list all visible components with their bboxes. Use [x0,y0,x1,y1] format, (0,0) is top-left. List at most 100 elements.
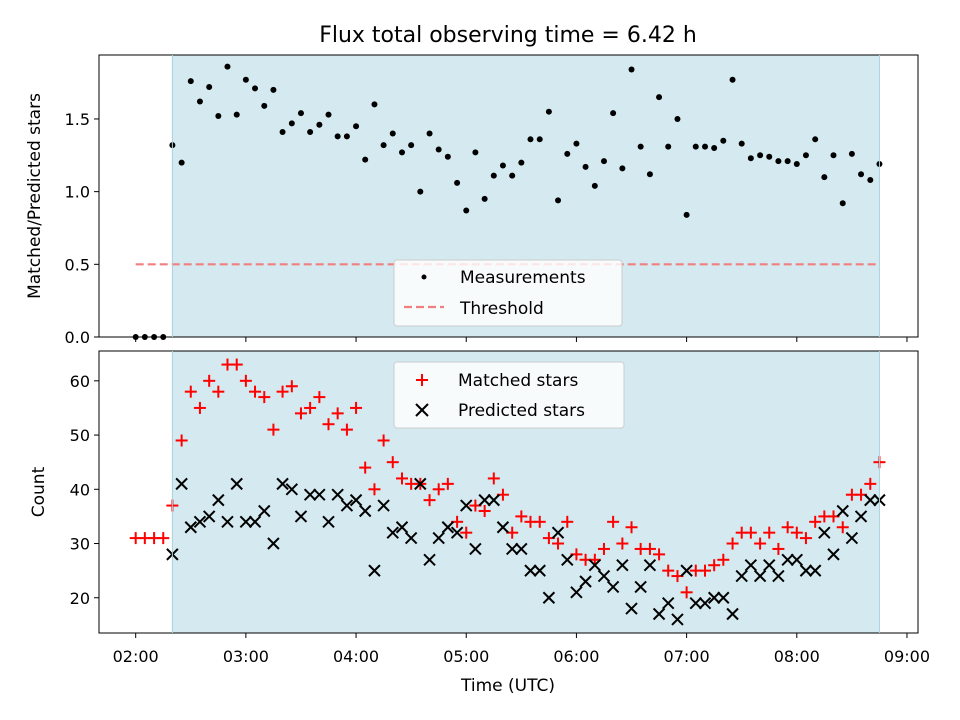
measurement-point [444,153,451,160]
matched-stars-point [662,564,675,577]
measurement-point [848,150,855,157]
predicted-stars-point [808,564,822,577]
measurement-point [812,136,819,143]
matched-stars-point [230,358,243,371]
matched-stars-point [754,537,767,550]
matched-stars-point [184,385,197,398]
x-tick-label: 03:00 [223,647,269,666]
matched-stars-point [331,407,344,420]
matched-stars-point [441,477,454,490]
predicted-stars-point [570,586,583,599]
legend-matched-marker [416,374,428,386]
legend-predicted-marker [415,403,429,417]
predicted-stars-point [845,531,859,545]
measurement-point [729,76,736,83]
top-legend: Measurements Threshold [393,259,623,327]
matched-stars-point [432,483,445,496]
measurement-point [646,171,653,178]
predicted-stars-point [744,559,758,572]
measurement-point [591,182,598,189]
matched-stars-point [396,472,409,485]
matched-stars-point [239,374,252,387]
y-tick-label: 40 [70,480,90,499]
y-tick-label: 20 [70,589,90,608]
measurement-point [757,152,764,159]
predicted-stars-point [854,510,868,523]
matched-stars-point [864,477,877,490]
matched-stars-point [552,537,565,550]
predicted-stars-point [799,564,813,577]
predicted-stars-point [202,510,216,523]
measurement-point [527,136,534,143]
matched-stars-point [763,526,776,539]
matched-stars-point [607,515,620,528]
x-tick-label: 05:00 [443,647,489,666]
predicted-stars-point [616,559,629,572]
predicted-stars-point [313,488,326,501]
predicted-stars-point [414,477,427,491]
measurement-point [187,78,194,85]
predicted-stars-point [533,564,546,577]
predicted-stars-point [432,531,445,545]
x-tick-label: 02:00 [113,647,159,666]
bottom-plot-frame [98,350,919,634]
matched-stars-point [799,532,812,545]
measurement-point [509,172,516,179]
predicted-stars-point [358,504,372,518]
measurement-point [499,162,506,169]
predicted-stars-point [781,553,794,566]
predicted-stars-point [763,559,776,572]
predicted-stars-point [267,537,280,550]
predicted-stars-point [551,526,565,539]
predicted-stars-point [625,602,638,615]
predicted-stars-point [331,488,344,501]
matched-stars-point [588,553,601,566]
measurement-point [472,149,479,156]
legend-predicted-label: Predicted stars [458,401,585,421]
predicted-stars-point [487,493,500,507]
predicted-stars-point [496,521,510,534]
predicted-stars-point [707,591,721,604]
bottom-legend-box [393,361,625,429]
measurement-point [656,94,663,101]
matched-stars-point [294,407,307,420]
predicted-stars-point [597,569,611,583]
measurement-point [463,207,470,214]
top-y-axis-label: Matched/Predicted stars [25,93,45,299]
measurement-point [839,200,846,207]
measurement-point [692,143,699,150]
y-tick-label: 1.0 [65,183,90,202]
measurement-point [545,108,552,115]
measurement-point [279,129,286,136]
matched-stars-point [249,385,262,398]
measurement-point [747,155,754,162]
bottom-y-axis-label: Count [29,466,49,517]
predicted-stars-point [212,493,225,507]
predicted-stars-point [680,564,693,577]
top-panel: 0.0 0.5 1.0 1.5 Matched/Predicted stars Mea… [25,54,919,347]
predicted-stars-point [349,493,363,507]
measurement-point [858,171,865,178]
predicted-stars-point [478,493,491,507]
matched-stars-point [313,391,326,404]
measurement-point [610,110,617,117]
measurement-point [738,140,745,147]
matched-stars-point [304,401,317,414]
measurement-point [766,153,773,160]
measurement-point [288,120,295,127]
matched-stars-point [487,472,500,485]
y-tick-label: 60 [70,372,90,391]
measurement-point [261,102,268,109]
top-plot-frame [98,54,919,338]
measurement-point [720,137,727,144]
legend-measurements-label: Measurements [460,268,586,288]
measurement-point [325,111,332,118]
matched-stars-point [322,418,335,431]
matched-stars-point [597,542,610,555]
predicted-stars-point [423,553,436,566]
predicted-stars-point [303,488,317,501]
measurement-point [334,133,341,140]
predicted-stars-point [258,504,271,518]
predicted-stars-point [276,477,289,491]
predicted-stars-point [404,531,418,545]
